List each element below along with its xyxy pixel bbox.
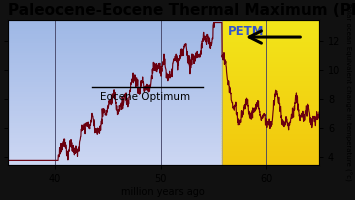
Y-axis label: Polar ocean Equivalent change in temperature (°c): Polar ocean Equivalent change in tempera…	[344, 3, 351, 181]
Text: PETM: PETM	[228, 25, 265, 38]
Text: Eocene Optimum: Eocene Optimum	[100, 92, 190, 102]
X-axis label: million years ago: million years ago	[121, 187, 205, 197]
Text: Paleocene-Eocene Thermal Maximum (PETM): Paleocene-Eocene Thermal Maximum (PETM)	[8, 3, 355, 18]
